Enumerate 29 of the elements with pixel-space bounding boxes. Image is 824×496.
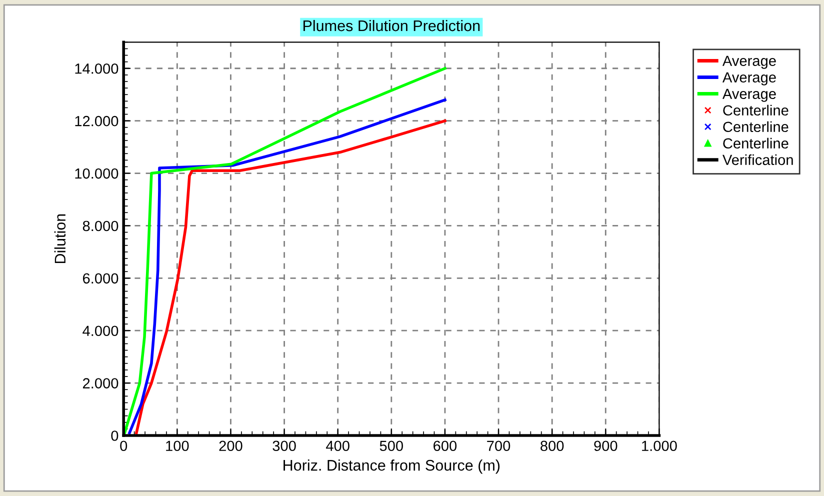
x-tick-label: 400 [326, 440, 350, 452]
legend-label: Average [722, 56, 776, 69]
y-tick-label: 0 [111, 430, 118, 441]
y-axis-title: Dilution [54, 214, 66, 264]
legend-label: Verification [722, 154, 793, 166]
x-tick-label: 600 [434, 440, 457, 452]
legend-label: Centerline [723, 121, 788, 132]
chart-title: Plumes Dilution Prediction [303, 20, 480, 32]
legend-label: Centerline [723, 104, 788, 116]
x-tick-label: 0 [120, 440, 128, 452]
x-tick-label: 300 [272, 440, 296, 452]
x-tick-label: 800 [540, 440, 564, 452]
y-tick-label: 8.000 [82, 220, 118, 232]
x-tick-label: 200 [219, 440, 242, 452]
x-tick-label: 700 [487, 440, 510, 452]
y-tick-label: 14.000 [75, 63, 118, 74]
y-tick-label: 12.000 [75, 116, 118, 126]
y-tick-label: 10.000 [75, 168, 118, 179]
y-tick-label: 4.000 [82, 326, 118, 336]
x-tick-label: 500 [380, 440, 403, 452]
x-axis-title: Horiz. Distance from Source (m) [284, 460, 500, 474]
x-tick-label: 100 [166, 440, 189, 452]
legend-label: Average [722, 72, 776, 86]
y-tick-label: 6.000 [82, 273, 118, 284]
y-tick-label: 2.000 [82, 378, 118, 388]
legend-label: Centerline [723, 138, 788, 149]
x-tick-label: 900 [594, 440, 618, 452]
x-tick-label: 1.000 [642, 440, 677, 452]
legend-label: Average [722, 88, 776, 102]
